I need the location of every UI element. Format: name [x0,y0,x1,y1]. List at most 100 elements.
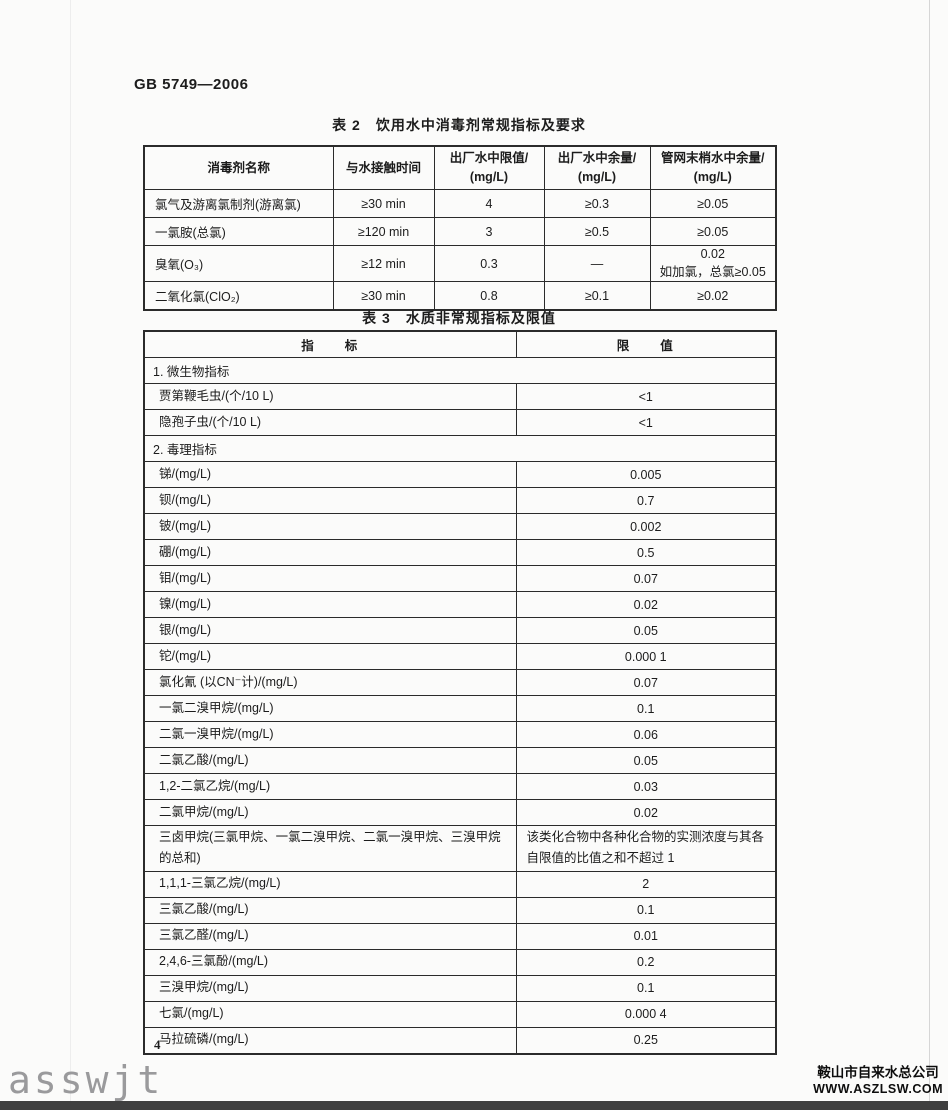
cell-time: ≥120 min [332,217,435,246]
standard-number: GB 5749—2006 [134,76,249,93]
cell-indicator: 三溴甲烷/(mg/L) [143,974,517,1002]
watermark-text: asswjt [8,1058,164,1102]
cell-limit: 0.07 [515,565,777,592]
cell-indicator: 铊/(mg/L) [143,643,517,670]
cell-residual: — [543,245,651,282]
cell-indicator: 钡/(mg/L) [143,487,517,514]
cell-indicator: 马拉硫磷/(mg/L) [143,1026,517,1054]
table-row: 锑/(mg/L) 0.005 [143,461,777,488]
company-stamp: 鞍山市自来水总公司 WWW.ASZLSW.COM [813,1065,943,1098]
table-row: 钼/(mg/L) 0.07 [143,565,777,592]
cell-limit: 0.02 [515,591,777,618]
section-row: 1. 微生物指标 [143,357,777,384]
table3-header-row: 指 标 限 值 [143,330,777,358]
cell-limit: 2 [515,870,777,898]
cell-tap-residual: 0.02 如加氯，总氯≥0.05 [649,245,777,282]
header-label: 出厂水中限值/ [449,151,529,166]
table-row: 氯气及游离氯制剂(游离氯) ≥30 min 4 ≥0.3 ≥0.05 [143,189,777,218]
table-row: 镍/(mg/L) 0.02 [143,591,777,618]
cell-indicator: 钼/(mg/L) [143,565,517,592]
cell-indicator: 镍/(mg/L) [143,591,517,618]
header-label: 消毒剂名称 [207,160,270,175]
table-row: 七氯/(mg/L) 0.000 4 [143,1000,777,1028]
cell-time: ≥30 min [332,281,435,311]
header-label-line2: (mg/L) [693,170,732,184]
cell-tap-tap1: ≥0.05 [697,196,729,211]
table-row: 2,4,6-三氯酚/(mg/L) 0.2 [143,948,777,976]
cell-indicator: 1,1,1-三氯乙烷/(mg/L) [143,870,517,898]
cell-indicator: 三氯乙酸/(mg/L) [143,896,517,924]
col-pipe-end-residual: 管网末梢水中余量/ (mg/L) [649,145,777,190]
table-row: 钡/(mg/L) 0.7 [143,487,777,514]
table-row: 一氯二溴甲烷/(mg/L) 0.1 [143,695,777,722]
cell-indicator: 二氯一溴甲烷/(mg/L) [143,721,517,748]
scan-edge-line [929,0,930,1110]
table-row: 铍/(mg/L) 0.002 [143,513,777,540]
col-contact-time: 与水接触时间 [332,145,435,190]
cell-limit: 0.02 [515,799,777,826]
cell-limit: 0.1 [515,695,777,722]
table-disinfectant-indicators: 消毒剂名称 与水接触时间 出厂水中限值/ (mg/L) 出厂水中余量/ (mg/L)… [143,145,777,311]
table-row: 铊/(mg/L) 0.000 1 [143,643,777,670]
cell-limit: 4 [433,189,545,218]
table-row: 三溴甲烷/(mg/L) 0.1 [143,974,777,1002]
cell-indicator: 1,2-二氯乙烷/(mg/L) [143,773,517,800]
cell-indicator: 贾第鞭毛虫/(个/10 L) [143,383,517,410]
cell-name: 氯气及游离氯制剂(游离氯) [143,189,334,218]
section-label: 2. 毒理指标 [143,435,777,462]
cell-tap-tap1: 0.02 [700,247,725,261]
cell-tap-tap1: ≥0.02 [697,288,729,303]
cell-name: 二氧化氯(ClO₂) [143,281,334,311]
cell-name: 臭氧(O₃) [143,245,334,282]
cell-residual: ≥0.1 [543,281,651,311]
col-factory-limit: 出厂水中限值/ (mg/L) [433,145,545,190]
cell-indicator: 七氯/(mg/L) [143,1000,517,1028]
table-row: 氯化氰 (以CN⁻计)/(mg/L) 0.07 [143,669,777,696]
page-number: 4 [154,1037,161,1052]
cell-limit: 0.8 [433,281,545,311]
cell-limit: 该类化合物中各种化合物的实测浓度与其各自限值的比值之和不超过 1 [515,825,777,872]
header-label: 与水接触时间 [345,160,421,175]
cell-tap-tap1: ≥0.05 [697,224,729,239]
cell-residual: ≥0.3 [543,189,651,218]
cell-limit: 0.05 [515,617,777,644]
cell-indicator: 2,4,6-三氯酚/(mg/L) [143,948,517,976]
header-label-line2: (mg/L) [577,170,617,184]
cell-limit: 0.05 [515,747,777,774]
cell-indicator: 铍/(mg/L) [143,513,517,540]
cell-limit: 0.3 [433,245,545,282]
cell-indicator: 三卤甲烷(三氯甲烷、一氯二溴甲烷、二氯一溴甲烷、三溴甲烷的总和) [143,825,517,872]
table-row: 一氯胺(总氯) ≥120 min 3 ≥0.5 ≥0.05 [143,217,777,246]
cell-limit: 0.07 [515,669,777,696]
table-row: 银/(mg/L) 0.05 [143,617,777,644]
cell-limit: 0.1 [515,896,777,924]
company-website: WWW.ASZLSW.COM [813,1081,943,1096]
col-indicator: 指 标 [143,330,517,358]
cell-indicator: 银/(mg/L) [143,617,517,644]
cell-indicator: 隐孢子虫/(个/10 L) [143,409,517,436]
scan-bottom-bar [0,1101,948,1110]
table-row: 三氯乙醛/(mg/L) 0.01 [143,922,777,950]
table-row: 1,2-二氯乙烷/(mg/L) 0.03 [143,773,777,800]
section-label: 1. 微生物指标 [143,357,777,384]
table-row: 马拉硫磷/(mg/L) 0.25 [143,1026,777,1054]
cell-indicator: 氯化氰 (以CN⁻计)/(mg/L) [143,669,517,696]
table-row: 1,1,1-三氯乙烷/(mg/L) 2 [143,870,777,898]
col-factory-residual: 出厂水中余量/ (mg/L) [543,145,651,190]
cell-tap-residual: ≥0.02 [649,281,777,311]
table-row: 臭氧(O₃) ≥12 min 0.3— 0.02 如加氯，总氯≥0.05 [143,245,777,282]
cell-limit: 0.005 [515,461,777,488]
table-row: 硼/(mg/L) 0.5 [143,539,777,566]
table-row: 二氯甲烷/(mg/L) 0.02 [143,799,777,826]
cell-indicator: 一氯二溴甲烷/(mg/L) [143,695,517,722]
cell-indicator: 三氯乙醛/(mg/L) [143,922,517,950]
col-limit: 限 值 [515,330,777,358]
table-row: 二氯一溴甲烷/(mg/L) 0.06 [143,721,777,748]
cell-residual: ≥0.5 [543,217,651,246]
col-disinfectant-name: 消毒剂名称 [143,145,334,190]
cell-tap-residual: ≥0.05 [649,217,777,246]
cell-limit: 0.01 [515,922,777,950]
cell-time: ≥30 min [332,189,435,218]
cell-limit: 0.7 [515,487,777,514]
